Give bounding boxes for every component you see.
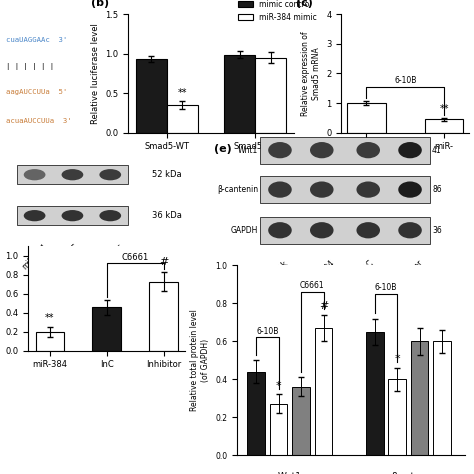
Bar	[270, 404, 287, 455]
Ellipse shape	[100, 210, 121, 221]
Bar	[255, 58, 286, 133]
Ellipse shape	[398, 222, 422, 238]
Ellipse shape	[398, 182, 422, 198]
Y-axis label: Relative total protein level
(of GAPDH): Relative total protein level (of GAPDH)	[190, 310, 210, 411]
Bar	[136, 59, 166, 133]
Ellipse shape	[398, 142, 422, 158]
Text: Inhibitor: Inhibitor	[96, 242, 125, 272]
Bar	[36, 332, 64, 351]
Bar	[425, 119, 464, 133]
Text: (e): (e)	[214, 144, 232, 155]
Bar	[292, 387, 310, 455]
Text: #: #	[159, 257, 168, 267]
Text: InC: InC	[65, 242, 80, 257]
Text: 6-10B: 6-10B	[256, 327, 279, 336]
Text: **: **	[45, 313, 55, 323]
Text: β-cantenin: β-cantenin	[217, 185, 258, 194]
Text: cuaUAGGAAc  3': cuaUAGGAAc 3'	[6, 37, 67, 44]
Bar	[315, 328, 332, 455]
Text: 6-10B: 6-10B	[394, 76, 417, 85]
Text: Wnt1: Wnt1	[278, 472, 302, 474]
Y-axis label: Relative luciferase level: Relative luciferase level	[91, 23, 100, 124]
Text: 36: 36	[432, 226, 442, 235]
Ellipse shape	[24, 169, 46, 180]
Text: *: *	[276, 381, 282, 391]
Text: Wnt1: Wnt1	[237, 146, 258, 155]
Bar	[247, 372, 265, 455]
Ellipse shape	[100, 169, 121, 180]
Text: #: #	[319, 301, 328, 311]
Bar	[149, 282, 178, 351]
Text: (c): (c)	[296, 0, 313, 8]
Text: miR-384: miR-384	[20, 242, 49, 271]
Text: InC: InC	[361, 259, 376, 273]
Text: C6661: C6661	[300, 281, 325, 290]
Legend: mimic control, miR-384 mimic: mimic control, miR-384 mimic	[235, 0, 320, 25]
Text: Mock: Mock	[270, 259, 290, 279]
Ellipse shape	[310, 182, 334, 198]
Text: β-caten: β-caten	[391, 472, 426, 474]
Text: **: **	[439, 104, 449, 114]
Ellipse shape	[310, 142, 334, 158]
FancyBboxPatch shape	[17, 206, 128, 225]
Text: **: **	[177, 88, 187, 98]
FancyBboxPatch shape	[260, 137, 430, 164]
Text: (b): (b)	[91, 0, 109, 8]
Ellipse shape	[268, 182, 292, 198]
Text: aagAUCCUUa  5': aagAUCCUUa 5'	[6, 89, 67, 95]
Bar	[433, 341, 451, 455]
Text: *: *	[394, 354, 400, 364]
Text: miR-384: miR-384	[307, 259, 336, 288]
Text: 52 kDa: 52 kDa	[152, 170, 182, 179]
Bar	[411, 341, 428, 455]
Ellipse shape	[356, 142, 380, 158]
Ellipse shape	[24, 210, 46, 221]
Ellipse shape	[62, 210, 83, 221]
Text: C6661: C6661	[121, 253, 149, 262]
Text: 6-10B: 6-10B	[375, 283, 397, 292]
Ellipse shape	[268, 222, 292, 238]
Text: 86: 86	[432, 185, 442, 194]
FancyBboxPatch shape	[260, 176, 430, 203]
Text: acuaAUCCUUa  3': acuaAUCCUUa 3'	[6, 118, 72, 124]
Bar	[388, 379, 406, 455]
Text: Inhibitor: Inhibitor	[395, 259, 425, 288]
Ellipse shape	[310, 222, 334, 238]
Bar	[92, 307, 121, 351]
Text: | | | | | |: | | | | | |	[6, 63, 55, 70]
Text: 41: 41	[432, 146, 442, 155]
Y-axis label: Relative expression of
Smad5 mRNA: Relative expression of Smad5 mRNA	[301, 31, 320, 116]
Bar	[224, 55, 255, 133]
Text: GAPDH: GAPDH	[230, 226, 258, 235]
FancyBboxPatch shape	[17, 165, 128, 184]
Ellipse shape	[356, 182, 380, 198]
Ellipse shape	[356, 222, 380, 238]
FancyBboxPatch shape	[260, 217, 430, 244]
Text: 36 kDa: 36 kDa	[152, 211, 182, 220]
Ellipse shape	[62, 169, 83, 180]
Bar	[366, 332, 383, 455]
Bar	[347, 103, 386, 133]
Bar	[166, 105, 198, 133]
Ellipse shape	[268, 142, 292, 158]
